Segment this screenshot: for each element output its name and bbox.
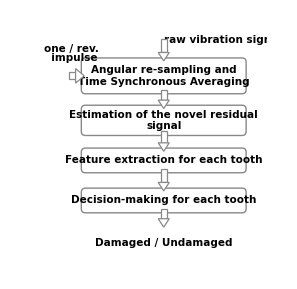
Text: one / rev.: one / rev. — [44, 44, 99, 54]
Text: raw vibration signa: raw vibration signa — [164, 35, 278, 45]
FancyBboxPatch shape — [81, 188, 246, 213]
Polygon shape — [158, 182, 169, 191]
Text: Feature extraction for each tooth: Feature extraction for each tooth — [65, 155, 263, 165]
Text: Angular re-sampling and
Time Synchronous Averaging: Angular re-sampling and Time Synchronous… — [78, 65, 249, 87]
Text: Decision-making for each tooth: Decision-making for each tooth — [71, 195, 256, 205]
FancyBboxPatch shape — [81, 105, 246, 136]
Polygon shape — [158, 219, 169, 227]
FancyBboxPatch shape — [81, 148, 246, 173]
Polygon shape — [69, 72, 75, 79]
Polygon shape — [158, 100, 169, 109]
Polygon shape — [161, 90, 167, 100]
Polygon shape — [161, 39, 167, 53]
Text: Damaged / Undamaged: Damaged / Undamaged — [95, 238, 233, 248]
Polygon shape — [158, 53, 169, 61]
Polygon shape — [75, 68, 84, 83]
Text: Estimation of the novel residual
signal: Estimation of the novel residual signal — [69, 110, 258, 131]
Polygon shape — [161, 169, 167, 182]
Polygon shape — [161, 209, 167, 219]
FancyBboxPatch shape — [81, 58, 246, 94]
Polygon shape — [158, 143, 169, 151]
Polygon shape — [161, 131, 167, 143]
Text: impulse: impulse — [44, 53, 97, 63]
